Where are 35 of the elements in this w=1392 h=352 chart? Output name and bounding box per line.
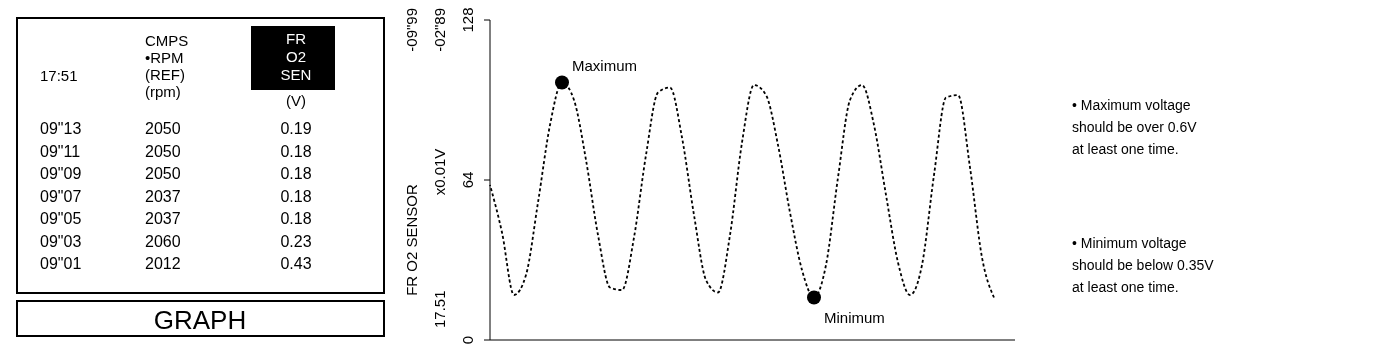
text: 09"11: [40, 142, 81, 160]
text: CMPS •RPM (REF) (rpm): [145, 32, 189, 100]
text: 09"07: [40, 187, 82, 205]
text: -02"89: [431, 8, 448, 52]
text: 2060: [145, 232, 181, 250]
y-tick-label: 128: [459, 7, 476, 33]
text: 09"01: [40, 255, 82, 272]
text: 2050: [145, 165, 181, 182]
text: 0.18: [280, 165, 312, 182]
text: 09"13: [40, 120, 82, 137]
text: 0.18: [280, 210, 312, 227]
text: 09"09: [40, 165, 82, 182]
text: 2037: [145, 210, 181, 227]
text: • Maximum voltage should be over 0.6V at least one time.: [1072, 97, 1198, 157]
text: 17.51: [431, 290, 448, 328]
text: 0.18: [280, 142, 312, 160]
text: 2037: [145, 187, 181, 205]
text: FR O2 SEN (V): [280, 30, 312, 109]
text: GRAPH: [153, 305, 247, 335]
annotation: Minimum: [824, 308, 885, 326]
annotation: Maximum: [572, 56, 638, 74]
text: 2050: [145, 142, 181, 160]
text: 0.43: [280, 255, 312, 272]
text: 0.23: [280, 232, 312, 250]
text: 09"05: [40, 210, 82, 227]
text: -09"99: [403, 8, 420, 52]
text: 0.19: [280, 120, 312, 137]
text: • Minimum voltage should be below 0.35V at least one time.: [1072, 235, 1215, 295]
text: 2012: [145, 255, 181, 272]
text: 17:51: [40, 67, 78, 84]
text: 09"03: [40, 232, 82, 250]
y-tick-label: 64: [459, 171, 476, 189]
y-tick-label: 0: [459, 335, 476, 345]
text: 2050: [145, 120, 181, 137]
text: 0.18: [280, 187, 312, 205]
